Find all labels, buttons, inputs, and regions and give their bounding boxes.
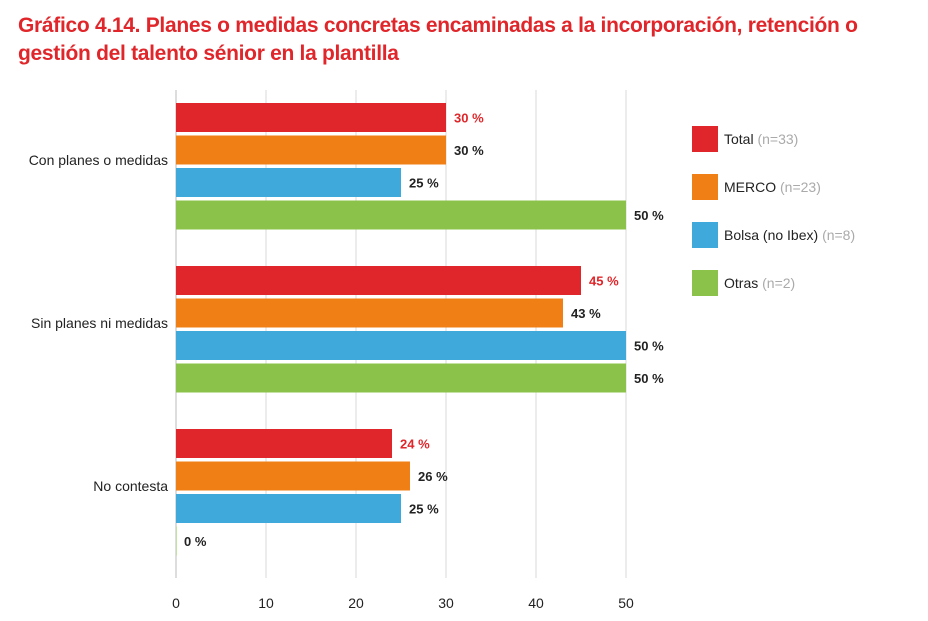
data-label: 25 % — [409, 502, 439, 517]
x-tick-label: 30 — [438, 595, 454, 611]
bar — [176, 103, 446, 132]
data-label: 30 % — [454, 143, 484, 158]
legend-entry: MERCO (n=23) — [724, 179, 821, 195]
bar — [176, 135, 446, 165]
legend-swatch — [692, 126, 718, 152]
legend-swatch — [692, 270, 718, 296]
bar — [176, 429, 392, 458]
category-label: Con planes o medidas — [29, 152, 168, 168]
bar — [176, 200, 626, 230]
data-label: 0 % — [184, 534, 207, 549]
bar — [176, 266, 581, 295]
x-tick-label: 40 — [528, 595, 544, 611]
data-label: 50 % — [634, 371, 664, 386]
data-label: 30 % — [454, 111, 484, 126]
bar — [176, 298, 563, 328]
legend-swatch — [692, 222, 718, 248]
legend-entry: Bolsa (no Ibex) (n=8) — [724, 227, 855, 243]
data-label: 24 % — [400, 437, 430, 452]
data-label: 45 % — [589, 274, 619, 289]
data-label: 50 % — [634, 339, 664, 354]
bar — [176, 168, 401, 197]
x-tick-label: 20 — [348, 595, 364, 611]
legend-swatch — [692, 174, 718, 200]
category-label: Sin planes ni medidas — [31, 315, 168, 331]
data-label: 50 % — [634, 208, 664, 223]
bar — [176, 494, 401, 523]
bar — [176, 331, 626, 360]
legend-entry: Total (n=33) — [724, 131, 798, 147]
chart-title: Gráfico 4.14. Planes o medidas concretas… — [18, 14, 858, 65]
category-label: No contesta — [93, 478, 168, 494]
legend-entry: Otras (n=2) — [724, 275, 795, 291]
x-tick-label: 50 — [618, 595, 634, 611]
bar — [176, 363, 626, 393]
data-label: 26 % — [418, 469, 448, 484]
bar — [176, 526, 177, 556]
x-tick-label: 10 — [258, 595, 274, 611]
bar — [176, 461, 410, 491]
data-label: 43 % — [571, 306, 601, 321]
data-label: 25 % — [409, 176, 439, 191]
x-tick-label: 0 — [172, 595, 180, 611]
